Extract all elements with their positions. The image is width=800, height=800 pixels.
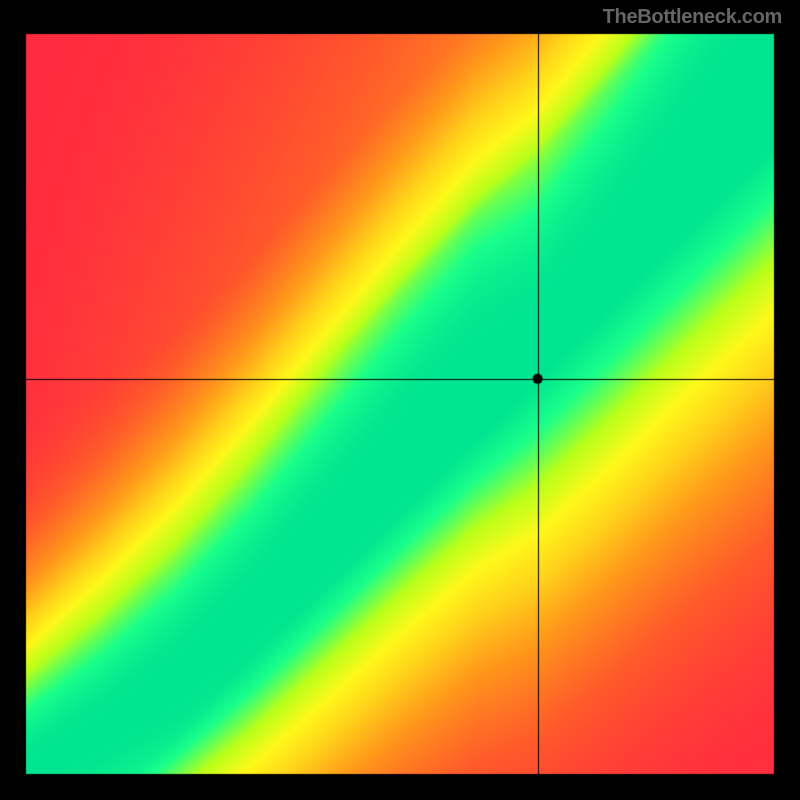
bottleneck-heatmap bbox=[0, 0, 800, 800]
chart-container: TheBottleneck.com bbox=[0, 0, 800, 800]
watermark-text: TheBottleneck.com bbox=[603, 6, 782, 29]
